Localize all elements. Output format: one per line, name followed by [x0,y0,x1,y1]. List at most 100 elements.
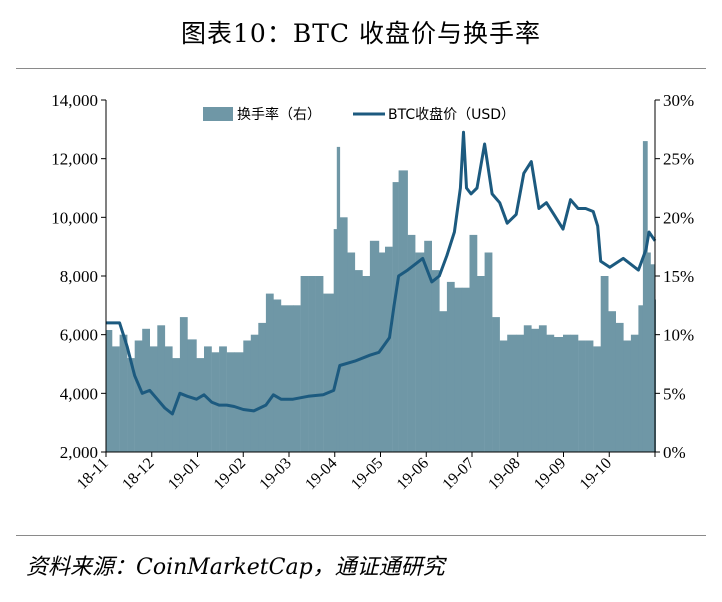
x-tick-label: 19-03 [256,455,294,493]
turnover-bar [600,276,609,452]
turnover-bar [398,170,408,452]
turnover-bars [106,141,656,452]
turnover-bar [385,246,393,452]
turnover-bar [234,352,244,452]
turnover-bar [333,229,337,452]
turnover-bar [477,276,485,452]
turnover-bar [623,340,632,452]
turnover-bar [446,281,455,452]
right-tick-label: 20% [663,208,694,227]
turnover-bar [347,252,356,452]
left-tick-label: 12,000 [51,150,98,169]
turnover-bar [258,322,267,452]
right-tick-label: 30% [663,91,694,110]
x-tick-label: 19-10 [577,455,615,493]
turnover-bar [492,317,500,452]
turnover-bar [226,352,235,452]
turnover-bar [250,334,259,452]
legend: 换手率（右） BTC收盘价（USD） [203,106,515,123]
turnover-bar [134,340,143,452]
legend-label-price: BTC收盘价（USD） [388,106,515,123]
turnover-bar [392,182,399,452]
turnover-bar [563,334,571,452]
turnover-bar [300,276,309,452]
x-tick-label: 19-01 [165,455,203,493]
turnover-bar [119,334,128,452]
turnover-bar [523,325,532,452]
turnover-bar [127,358,135,452]
left-tick-label: 4,000 [60,384,98,403]
x-tick-label: 19-05 [348,455,386,493]
turnover-bar [369,240,380,452]
turnover-bar [265,293,274,452]
turnover-bar [315,276,324,452]
turnover-bar [516,334,524,452]
legend-label-turnover: 换手率（右） [237,106,321,123]
turnover-bar [647,252,651,452]
source-note: 资料来源：CoinMarketCap，通证通研究 [26,555,445,580]
turnover-bar [415,252,425,452]
turnover-bar [106,330,113,452]
turnover-bar [281,305,294,452]
turnover-bar [157,325,166,452]
right-tick-label: 25% [663,150,694,169]
turnover-bar [469,234,478,452]
x-tick-label: 19-07 [439,455,477,493]
turnover-bar [593,346,601,452]
turnover-bar [615,322,624,452]
turnover-bar [362,276,371,452]
left-tick-label: 6,000 [60,326,98,345]
turnover-bar [273,299,282,452]
turnover-bar [454,287,463,452]
turnover-bar [431,270,440,452]
turnover-bar [650,264,656,452]
turnover-bar [149,346,158,452]
turnover-bar [243,340,252,452]
turnover-bar [630,334,639,452]
turnover-bar [379,252,386,452]
right-tick-label: 0% [663,443,686,462]
turnover-bar [164,346,173,452]
turnover-bar [293,305,301,452]
turnover-bar [219,346,227,452]
left-tick-label: 14,000 [51,91,98,110]
right-tick-label: 10% [663,326,694,345]
turnover-bar [196,358,205,452]
turnover-bar [461,287,470,452]
turnover-bar [638,305,644,452]
turnover-bar [553,337,564,452]
turnover-bar [407,234,416,452]
turnover-bar [424,240,432,452]
turnover-bar [608,311,616,452]
turnover-bar [112,346,120,452]
turnover-bar [336,146,341,452]
top-divider [16,68,706,69]
turnover-bar [570,334,579,452]
legend-swatch-turnover [203,107,233,121]
turnover-bar [187,339,197,452]
turnover-bar [339,217,348,452]
bottom-divider [16,535,706,536]
turnover-bar [484,252,493,452]
x-tick-label: 18-12 [119,455,157,493]
x-tick-label: 19-02 [211,455,249,493]
turnover-bar [546,334,555,452]
btc-close-line [106,130,657,416]
turnover-bar [578,340,586,452]
right-tick-label: 5% [663,384,686,403]
turnover-bar [439,311,448,452]
turnover-bar [585,340,594,452]
turnover-bar [308,276,316,452]
x-tick-label: 19-06 [394,455,432,493]
turnover-bar [499,340,508,452]
chart-title: 图表10：BTC 收盘价与换手率 [181,19,541,48]
turnover-bar [531,328,540,452]
turnover-bar [179,317,188,452]
x-tick-label: 19-04 [302,455,340,493]
right-tick-label: 15% [663,267,694,286]
turnover-bar [538,325,547,452]
x-tick-label: 19-08 [485,455,523,493]
left-tick-label: 2,000 [60,443,98,462]
left-tick-label: 10,000 [51,208,98,227]
turnover-bar [642,141,648,452]
